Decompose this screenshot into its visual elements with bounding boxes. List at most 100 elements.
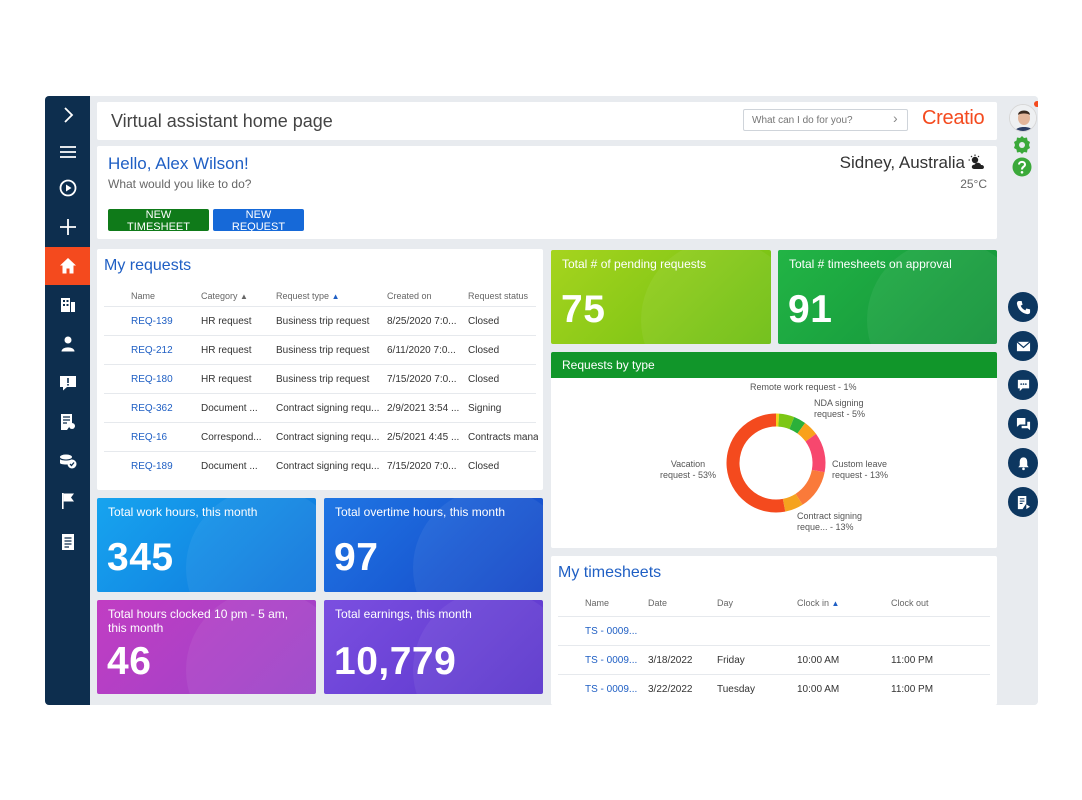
request-link[interactable]: REQ-180: [131, 374, 191, 385]
table-cell: 2/5/2021 4:45 ...: [387, 432, 463, 443]
table-row[interactable]: REQ-16 Correspond... Contract signing requ…: [104, 422, 536, 451]
work-hours-tile[interactable]: Total work hours, this month 345: [97, 498, 316, 592]
donut-slice[interactable]: [799, 471, 818, 499]
request-link[interactable]: REQ-139: [131, 316, 191, 327]
chat-icon[interactable]: [1008, 370, 1038, 400]
column-header-status[interactable]: Request status: [468, 291, 528, 301]
settings-icon[interactable]: [1012, 135, 1032, 155]
finance-icon[interactable]: [45, 442, 90, 480]
timesheet-link[interactable]: TS - 0009...: [585, 626, 665, 637]
request-link[interactable]: REQ-362: [131, 403, 191, 414]
column-header-label: Clock in: [797, 598, 829, 608]
tile-label: Total hours clocked 10 pm - 5 am, this m…: [108, 607, 298, 635]
column-header-request-type[interactable]: Request type ▲: [276, 291, 339, 301]
table-cell: Business trip request: [276, 374, 381, 385]
search-submit-icon[interactable]: ›: [893, 110, 898, 126]
table-cell: Tuesday: [717, 684, 797, 695]
column-header-name[interactable]: Name: [131, 291, 155, 301]
request-link[interactable]: REQ-212: [131, 345, 191, 356]
tile-label: Total overtime hours, this month: [335, 505, 505, 519]
table-row[interactable]: TS - 0009... 3/22/2022 Tuesday 10:00 AM 11:0…: [558, 674, 990, 703]
expand-icon[interactable]: [45, 96, 90, 134]
column-header-created-on[interactable]: Created on: [387, 291, 432, 301]
donut-slice[interactable]: [784, 499, 799, 505]
requests-icon[interactable]: [45, 364, 90, 402]
table-cell: 2/9/2021 3:54 ...: [387, 403, 463, 414]
night-hours-tile[interactable]: Total hours clocked 10 pm - 5 am, this m…: [97, 600, 316, 694]
phone-icon[interactable]: [1008, 292, 1038, 322]
earnings-tile[interactable]: Total earnings, this month 10,779: [324, 600, 543, 694]
table-cell: Contracts manag: [468, 432, 538, 443]
accounts-icon[interactable]: [45, 286, 90, 324]
table-cell: Contract signing requ...: [276, 461, 381, 472]
new-request-button[interactable]: NEW REQUEST: [213, 209, 304, 231]
request-link[interactable]: REQ-16: [131, 432, 191, 443]
process-icon[interactable]: [1008, 487, 1038, 517]
donut-slice[interactable]: [779, 420, 792, 423]
email-icon[interactable]: [1008, 331, 1038, 361]
notification-dot: [1034, 101, 1038, 107]
table-cell: Signing: [468, 403, 538, 414]
request-link[interactable]: REQ-189: [131, 461, 191, 472]
avatar[interactable]: [1009, 104, 1037, 132]
tile-value: 345: [107, 536, 174, 580]
table-row[interactable]: REQ-362 Document ... Contract signing requ…: [104, 393, 536, 422]
menu-icon[interactable]: [45, 133, 90, 171]
table-cell: Document ...: [201, 403, 269, 414]
location-label: Sidney, Australia: [840, 153, 965, 173]
help-icon[interactable]: [1012, 157, 1032, 177]
table-cell: Closed: [468, 316, 538, 327]
table-cell: Correspond...: [201, 432, 269, 443]
table-cell: Business trip request: [276, 316, 381, 327]
greeting-prompt: What would you like to do?: [108, 177, 251, 191]
table-row[interactable]: REQ-189 Document ... Contract signing requ…: [104, 451, 536, 480]
table-cell: 6/11/2020 7:0...: [387, 345, 463, 356]
column-header-day[interactable]: Day: [717, 598, 733, 608]
table-row[interactable]: TS - 0009...: [558, 616, 990, 645]
play-icon[interactable]: [45, 169, 90, 207]
notification-icon[interactable]: [1008, 448, 1038, 478]
new-timesheet-button[interactable]: NEW TIMESHEET: [108, 209, 209, 231]
donut-slice[interactable]: [792, 423, 801, 428]
my-timesheets-panel: My timesheets Name Date Day Clock in ▲ C…: [551, 556, 997, 705]
flag-icon[interactable]: [45, 482, 90, 520]
column-header-clock-in[interactable]: Clock in ▲: [797, 598, 839, 608]
table-cell: 11:00 PM: [891, 684, 971, 695]
contacts-icon[interactable]: [45, 325, 90, 363]
table-row[interactable]: REQ-139 HR request Business trip request 8/…: [104, 306, 536, 335]
tile-value: 46: [107, 640, 151, 684]
column-header-name[interactable]: Name: [585, 598, 609, 608]
column-header-date[interactable]: Date: [648, 598, 667, 608]
slice-label: Vacation request - 53%: [656, 459, 720, 481]
donut-slice[interactable]: [733, 420, 784, 506]
table-row[interactable]: TS - 0009... 3/18/2022 Friday 10:00 AM 11:00…: [558, 645, 990, 674]
slice-label-text: Vacation request - 53%: [660, 459, 716, 480]
column-header-category[interactable]: Category ▲: [201, 291, 248, 301]
timesheets-approval-tile[interactable]: Total # timesheets on approval 91: [778, 250, 997, 344]
tile-value: 10,779: [334, 640, 456, 684]
sort-asc-icon: ▲: [332, 292, 340, 301]
slice-label-text: NDA signing request - 5%: [814, 398, 865, 419]
temperature-label: 25°C: [960, 177, 987, 191]
table-row[interactable]: REQ-180 HR request Business trip request 7/…: [104, 364, 536, 393]
feed-icon[interactable]: [1008, 409, 1038, 439]
pending-requests-tile[interactable]: Total # of pending requests 75: [551, 250, 771, 344]
slice-label: Custom leave request - 13%: [832, 459, 912, 481]
documents-icon[interactable]: [45, 403, 90, 441]
donut-slice[interactable]: [801, 428, 811, 438]
table-cell: Closed: [468, 374, 538, 385]
notes-icon[interactable]: [45, 523, 90, 561]
home-icon[interactable]: [45, 247, 90, 285]
donut-chart[interactable]: [551, 378, 997, 548]
add-icon[interactable]: [45, 208, 90, 246]
table-row[interactable]: REQ-212 HR request Business trip request 6/…: [104, 335, 536, 364]
column-header-clock-out[interactable]: Clock out: [891, 598, 929, 608]
table-cell: 3/22/2022: [648, 684, 728, 695]
tile-label: Total earnings, this month: [335, 607, 472, 621]
table-cell: 3/18/2022: [648, 655, 728, 666]
right-rail: [997, 96, 1038, 705]
my-requests-panel: My requests Name Category ▲ Request type…: [97, 249, 543, 490]
search-input[interactable]: [743, 109, 908, 131]
donut-slice[interactable]: [811, 438, 819, 471]
overtime-tile[interactable]: Total overtime hours, this month 97: [324, 498, 543, 592]
